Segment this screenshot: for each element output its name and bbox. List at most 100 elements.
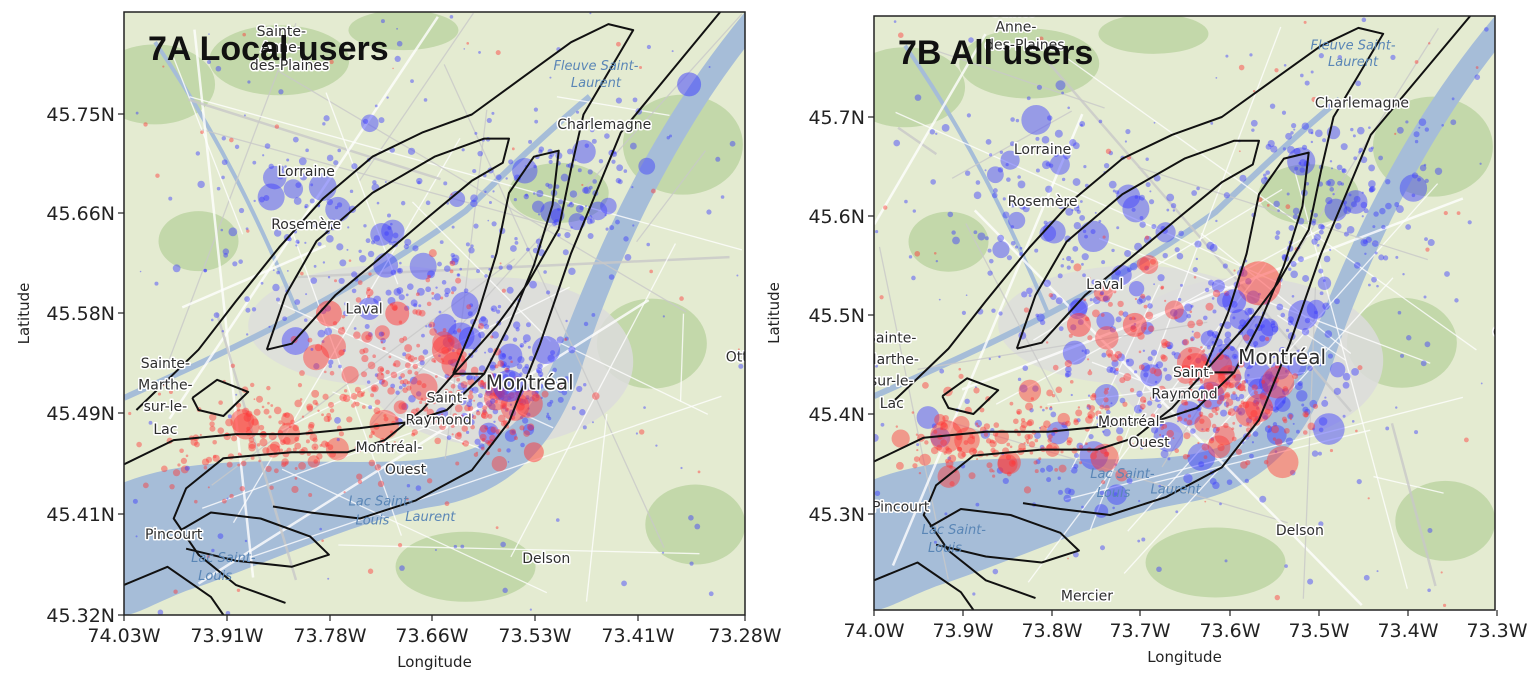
density-dot <box>1318 223 1325 230</box>
density-dot <box>1301 403 1305 407</box>
density-dot <box>512 321 521 329</box>
density-dot <box>169 483 175 490</box>
density-dot <box>1244 361 1272 390</box>
density-dot <box>1176 401 1202 426</box>
density-dot <box>1323 255 1331 263</box>
density-dot <box>1236 386 1240 390</box>
density-dot <box>209 425 216 432</box>
density-dot <box>1318 363 1322 367</box>
density-dot <box>1427 239 1435 247</box>
road <box>165 23 297 369</box>
density-dot <box>1122 418 1126 422</box>
density-dot <box>1061 177 1066 182</box>
density-dot <box>334 279 338 283</box>
density-dot <box>1053 151 1059 157</box>
density-dot <box>1087 394 1091 397</box>
density-dot <box>490 426 497 433</box>
density-dot <box>1158 385 1166 394</box>
density-dot <box>499 350 502 354</box>
density-dot <box>688 515 694 521</box>
density-dot <box>1414 60 1419 64</box>
density-dot <box>465 430 470 434</box>
density-dot <box>1223 321 1232 329</box>
density-dot <box>180 457 187 464</box>
density-dot <box>1324 330 1333 338</box>
density-dot <box>1241 380 1246 385</box>
density-dot <box>1328 103 1334 109</box>
density-dot <box>476 409 479 413</box>
density-dot <box>1136 390 1143 398</box>
density-dot <box>1327 353 1334 359</box>
place-label: Montréal <box>1238 345 1326 369</box>
density-dot <box>428 249 437 258</box>
density-dot <box>1072 142 1080 150</box>
density-dot <box>1225 355 1230 360</box>
density-dot <box>313 459 319 464</box>
road <box>585 413 608 602</box>
density-dot <box>1324 396 1327 399</box>
density-dot <box>1188 348 1193 353</box>
density-dot <box>1353 195 1361 203</box>
density-dot <box>1285 204 1291 210</box>
density-dot <box>305 148 309 153</box>
density-dot <box>404 362 411 369</box>
density-dot <box>579 409 586 416</box>
density-dot <box>1424 237 1428 242</box>
density-dot <box>1337 55 1343 60</box>
density-dot <box>1289 418 1292 421</box>
density-dot <box>365 334 372 341</box>
density-dot <box>1379 207 1386 215</box>
density-dot <box>1284 564 1288 568</box>
density-dot <box>1049 154 1070 175</box>
density-dot <box>397 268 402 273</box>
density-dot <box>1029 451 1034 455</box>
density-dot <box>992 240 1010 259</box>
density-dot <box>405 353 412 360</box>
density-dot <box>404 344 413 353</box>
density-dot <box>554 184 560 189</box>
density-dot <box>409 373 438 401</box>
density-dot <box>1271 354 1276 359</box>
density-dot <box>1269 103 1276 109</box>
density-dot <box>297 241 300 244</box>
density-dot <box>1042 408 1045 412</box>
density-dot <box>1294 382 1303 391</box>
density-dot <box>918 453 931 466</box>
road <box>874 33 987 225</box>
y-tick-label: 45.41N <box>46 504 115 526</box>
density-dot <box>143 122 148 127</box>
density-dot <box>1057 476 1061 480</box>
density-dot <box>236 588 241 593</box>
density-dot <box>939 368 945 374</box>
density-dot <box>1308 128 1314 134</box>
density-dot <box>362 347 369 354</box>
contour-line <box>941 377 1000 415</box>
river-water <box>874 16 1495 610</box>
road <box>443 64 665 548</box>
road <box>444 109 488 459</box>
density-dot <box>1304 408 1311 416</box>
density-dot <box>1310 131 1314 135</box>
density-dot <box>454 319 457 323</box>
forest-area <box>908 211 989 272</box>
density-dot <box>1314 310 1318 315</box>
density-dot <box>1143 304 1148 309</box>
density-dot <box>934 414 946 426</box>
density-dot <box>571 406 576 411</box>
density-dot <box>918 471 922 475</box>
density-dot <box>1225 54 1229 58</box>
density-dot <box>1252 357 1260 365</box>
density-dot <box>388 241 393 245</box>
density-dot <box>987 248 992 253</box>
density-dot <box>527 407 530 410</box>
density-dot <box>579 215 585 221</box>
density-dot <box>1223 401 1230 407</box>
road <box>1064 396 1464 501</box>
density-dot <box>1114 269 1121 276</box>
density-dot <box>1253 340 1259 347</box>
y-tick-label: 45.6N <box>808 206 865 228</box>
density-dot <box>1072 178 1081 186</box>
density-dot <box>1102 295 1110 303</box>
density-dot <box>370 222 394 246</box>
density-dot <box>1190 338 1194 342</box>
